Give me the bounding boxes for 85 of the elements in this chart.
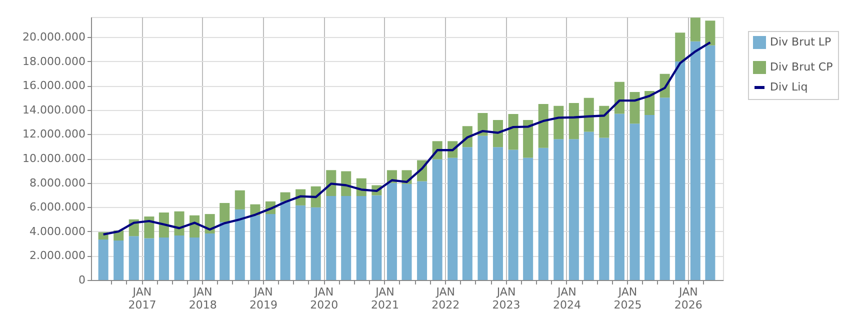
- bar: [128, 236, 139, 280]
- bar: [554, 139, 564, 280]
- bar: [538, 148, 548, 280]
- line-series: [102, 41, 712, 236]
- legend-label: Div Liq: [770, 80, 808, 94]
- legend-label: Div Brut CP: [770, 60, 834, 74]
- bar: [690, 41, 700, 280]
- x-tick-label: JAN 2026: [674, 286, 702, 312]
- bar: [174, 236, 184, 280]
- bar: [705, 20, 716, 46]
- bar: [644, 115, 655, 280]
- bar: [508, 150, 518, 280]
- bar: [114, 240, 124, 280]
- bar: [220, 202, 230, 222]
- bar: [492, 147, 503, 280]
- bar: [630, 124, 640, 280]
- x-tick-label: JAN 2022: [432, 286, 460, 312]
- bar: [174, 211, 184, 236]
- bar: [630, 92, 640, 124]
- y-tick-label: 12.000.000: [22, 128, 86, 141]
- bar: [326, 196, 336, 280]
- bar: [599, 106, 610, 138]
- bar: [690, 18, 700, 42]
- y-tick-label: 8.000.000: [30, 176, 86, 190]
- bar: [280, 201, 290, 280]
- bar: [190, 237, 200, 280]
- bar: [705, 45, 716, 280]
- bar: [584, 98, 594, 132]
- bar: [523, 120, 534, 158]
- x-tick-label: JAN 2021: [370, 286, 399, 312]
- x-tick-label: JAN 2017: [128, 286, 156, 312]
- bar: [386, 182, 397, 280]
- bar: [296, 205, 306, 280]
- bar: [265, 214, 276, 280]
- bar: [356, 196, 366, 280]
- y-tick-label: 0: [78, 274, 86, 286]
- y-tick-label: 2.000.000: [30, 249, 86, 262]
- y-tick-label: 4.000.000: [30, 224, 86, 238]
- bar: [417, 181, 428, 280]
- x-tick-label: JAN 2023: [492, 286, 520, 312]
- bar: [310, 207, 321, 280]
- y-tick-label: 10.000.000: [22, 152, 86, 166]
- bar: [478, 112, 488, 136]
- bar: [402, 184, 412, 280]
- bar: [599, 138, 610, 280]
- y-tick-label: 14.000.000: [22, 103, 86, 116]
- x-tick-label: JAN 2024: [552, 286, 581, 312]
- bar: [508, 114, 518, 150]
- bar: [568, 139, 579, 280]
- y-tick-label: 6.000.000: [30, 200, 86, 214]
- bar: [158, 237, 169, 280]
- bar: [448, 158, 458, 280]
- bar: [568, 103, 579, 140]
- bar: [538, 104, 548, 148]
- bar: [234, 190, 245, 210]
- y-tick-label: 16.000.000: [22, 79, 86, 92]
- bar: [675, 32, 686, 62]
- bar: [341, 196, 352, 280]
- x-tick-label: JAN 2019: [250, 286, 278, 312]
- bar: [372, 195, 382, 280]
- bar: [234, 209, 245, 280]
- bar: [660, 98, 670, 280]
- bar: [462, 147, 472, 280]
- bar: [158, 212, 169, 238]
- bar: [204, 233, 215, 280]
- bar: [220, 222, 230, 280]
- x-tick-label: JAN 2020: [310, 286, 338, 312]
- bar: [584, 132, 594, 280]
- y-tick-label: 18.000.000: [22, 54, 86, 68]
- bar: [554, 106, 564, 140]
- legend-label: Div Brut LP: [770, 36, 832, 48]
- bar: [341, 171, 352, 196]
- bar: [614, 82, 624, 114]
- x-tick-label: JAN 2025: [614, 286, 642, 312]
- bar: [675, 61, 686, 280]
- bar: [432, 159, 442, 280]
- x-tick-label: JAN 2018: [188, 286, 217, 312]
- bar: [614, 114, 624, 280]
- bar: [144, 238, 154, 280]
- y-tick-label: 20.000.000: [22, 30, 86, 44]
- bar: [250, 215, 260, 280]
- bar: [478, 136, 488, 280]
- bar: [98, 240, 108, 280]
- bar: [523, 158, 534, 280]
- bar: [492, 120, 503, 148]
